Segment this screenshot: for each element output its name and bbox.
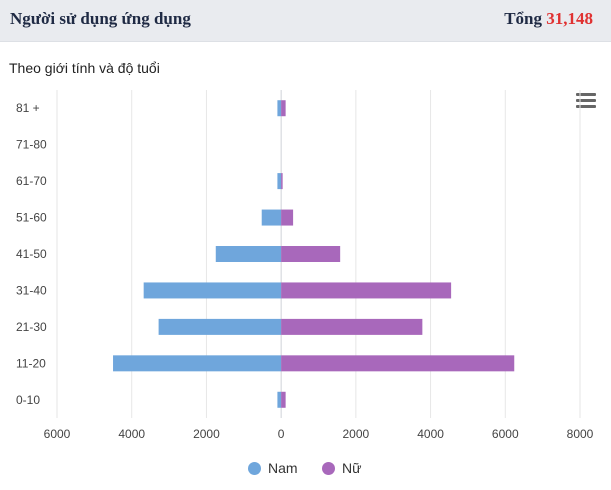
x-tick-label: 2000 [193,427,220,441]
bar-female [281,100,286,117]
legend-label-male: Nam [268,460,298,476]
x-tick-label: 8000 [567,427,594,441]
bar-male [277,173,282,190]
x-tick-label: 4000 [417,427,444,441]
legend-item-female[interactable]: Nữ [322,460,361,476]
bar-female [281,173,283,190]
bar-male [277,100,282,117]
bar-male [261,209,282,226]
y-category-label: 21-30 [16,320,47,334]
x-tick-label: 0 [278,427,285,441]
chart-legend: Nam Nữ [0,460,611,484]
bar-male [158,318,282,335]
bar-male [143,282,282,299]
total-users: Tổng 31,148 [504,9,593,29]
app-header: Người sử dụng ứng dụng Tổng 31,148 [0,0,611,42]
y-category-label: 11-20 [16,356,46,370]
x-tick-label: 6000 [44,427,71,441]
legend-label-female: Nữ [342,460,362,476]
x-tick-label: 6000 [492,427,519,441]
x-tick-label: 2000 [343,427,370,441]
bar-male [215,246,282,262]
y-category-label: 51-60 [16,211,47,225]
legend-dot-female [322,461,335,475]
bar-female [281,318,423,335]
y-category-label: 41-50 [16,247,47,261]
bar-female [281,246,341,262]
total-value: 31,148 [546,9,593,28]
pyramid-chart: 6000 4000 2000 0 2000 4000 6000 8000 81 + 71-80 61… [16,90,594,441]
bar-female [281,391,286,408]
y-category-label: 31-40 [16,283,47,297]
bar-female [281,355,515,372]
chart-title: Theo giới tính và độ tuổi [9,60,160,76]
legend-dot-male [248,461,261,475]
bar-male [113,355,282,372]
y-category-label: 81 + [16,101,40,115]
total-label: Tổng [504,9,542,28]
bar-male [277,391,282,408]
page-title: Người sử dụng ứng dụng [10,9,191,28]
legend-item-male[interactable]: Nam [248,460,298,476]
y-category-label: 0-10 [16,393,40,407]
bar-female [281,282,452,299]
x-tick-label: 4000 [118,427,145,441]
y-category-label: 71-80 [16,138,47,152]
y-category-label: 61-70 [16,174,47,188]
hamburger-menu-icon[interactable] [576,93,596,109]
bar-female [281,209,294,226]
